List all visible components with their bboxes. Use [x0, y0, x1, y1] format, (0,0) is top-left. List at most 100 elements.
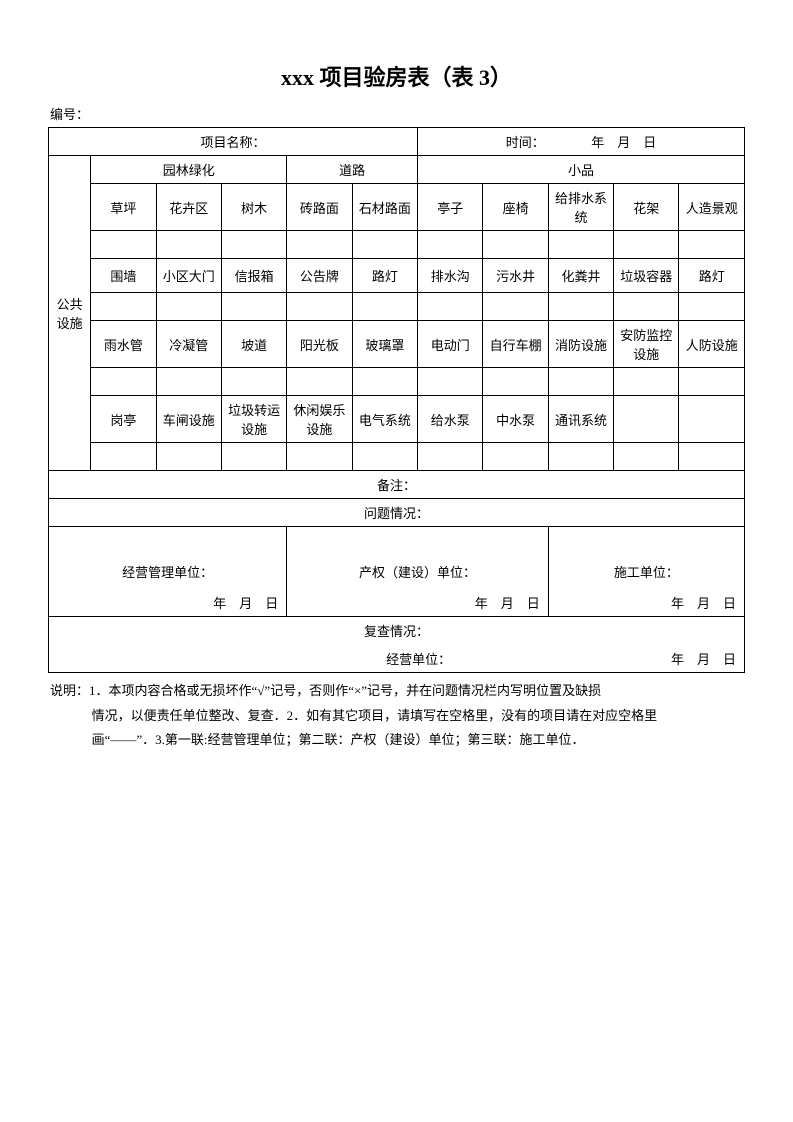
- group-ornaments: 小品: [418, 156, 745, 184]
- input-cell[interactable]: [221, 293, 286, 321]
- input-cell[interactable]: [287, 231, 352, 259]
- explanation-text: 说明：1．本项内容合格或无损坏作“√”记号，否则作“×”记号，并在问题情况栏内写…: [48, 679, 745, 753]
- table-cell: [614, 396, 679, 443]
- input-cell[interactable]: [352, 368, 417, 396]
- table-cell: 树木: [221, 184, 286, 231]
- input-cell[interactable]: [352, 293, 417, 321]
- input-cell[interactable]: [91, 293, 156, 321]
- reinspect-footer: 经营单位： 年 月 日: [49, 645, 745, 673]
- table-cell: 花架: [614, 184, 679, 231]
- input-cell[interactable]: [156, 293, 221, 321]
- input-cell[interactable]: [287, 368, 352, 396]
- table-cell: 亭子: [418, 184, 483, 231]
- input-cell[interactable]: [418, 293, 483, 321]
- table-cell: 给水泵: [418, 396, 483, 443]
- input-cell[interactable]: [156, 231, 221, 259]
- input-cell[interactable]: [156, 443, 221, 471]
- table-cell: 排水沟: [418, 259, 483, 293]
- signature-mgmt-label: 经营管理单位：: [122, 565, 213, 580]
- group-landscaping: 园林绿化: [91, 156, 287, 184]
- signature-owner-date: 年 月 日: [475, 593, 540, 612]
- input-cell[interactable]: [91, 231, 156, 259]
- reinspect-date: 年 月 日: [671, 649, 736, 668]
- table-cell: 车闸设施: [156, 396, 221, 443]
- input-cell[interactable]: [548, 443, 613, 471]
- table-cell: 给排水系统: [548, 184, 613, 231]
- input-cell[interactable]: [614, 231, 679, 259]
- time-value: 年 月 日: [591, 135, 656, 150]
- input-cell[interactable]: [679, 231, 745, 259]
- time-cell[interactable]: 时间： 年 月 日: [418, 128, 745, 156]
- input-cell[interactable]: [548, 293, 613, 321]
- page-title: xxx 项目验房表（表 3）: [48, 60, 745, 92]
- input-cell[interactable]: [679, 368, 745, 396]
- reinspect-label: 复查情况：: [364, 624, 429, 639]
- issues-label: 问题情况：: [364, 506, 429, 521]
- input-cell[interactable]: [418, 443, 483, 471]
- signature-owner[interactable]: 产权（建设）单位： 年 月 日: [287, 527, 549, 617]
- table-cell: 消防设施: [548, 321, 613, 368]
- input-cell[interactable]: [614, 293, 679, 321]
- reinspect-cell[interactable]: 复查情况：: [49, 617, 745, 645]
- signature-contractor[interactable]: 施工单位： 年 月 日: [548, 527, 744, 617]
- input-cell[interactable]: [679, 293, 745, 321]
- table-cell: 垃圾容器: [614, 259, 679, 293]
- table-cell: 路灯: [352, 259, 417, 293]
- input-cell[interactable]: [483, 293, 548, 321]
- table-cell: 休闲娱乐设施: [287, 396, 352, 443]
- table-cell: 人造景观: [679, 184, 745, 231]
- table-cell: 岗亭: [91, 396, 156, 443]
- table-cell: 石材路面: [352, 184, 417, 231]
- issues-cell[interactable]: 问题情况：: [49, 499, 745, 527]
- table-cell: 阳光板: [287, 321, 352, 368]
- input-cell[interactable]: [483, 368, 548, 396]
- explain-line3: 画“——”．3.第一联:经营管理单位；第二联：产权（建设）单位；第三联：施工单位…: [50, 728, 745, 753]
- inspection-table: 项目名称： 时间： 年 月 日 公共设施 园林绿化 道路 小品 草坪 花卉区 树…: [48, 127, 745, 673]
- input-cell[interactable]: [287, 443, 352, 471]
- explain-prefix: 说明：: [50, 683, 89, 698]
- time-label: 时间：: [506, 135, 545, 150]
- table-cell: 座椅: [483, 184, 548, 231]
- input-cell[interactable]: [221, 231, 286, 259]
- table-cell: [679, 396, 745, 443]
- table-cell: 污水井: [483, 259, 548, 293]
- table-cell: 砖路面: [287, 184, 352, 231]
- notes-cell[interactable]: 备注：: [49, 471, 745, 499]
- input-cell[interactable]: [548, 231, 613, 259]
- table-cell: 草坪: [91, 184, 156, 231]
- table-cell: 花卉区: [156, 184, 221, 231]
- group-road: 道路: [287, 156, 418, 184]
- input-cell[interactable]: [352, 443, 417, 471]
- notes-label: 备注：: [377, 478, 416, 493]
- input-cell[interactable]: [483, 443, 548, 471]
- table-cell: 中水泵: [483, 396, 548, 443]
- input-cell[interactable]: [418, 231, 483, 259]
- table-cell: 路灯: [679, 259, 745, 293]
- signature-owner-label: 产权（建设）单位：: [359, 565, 476, 580]
- input-cell[interactable]: [91, 443, 156, 471]
- table-cell: 冷凝管: [156, 321, 221, 368]
- input-cell[interactable]: [614, 368, 679, 396]
- input-cell[interactable]: [352, 231, 417, 259]
- table-cell: 雨水管: [91, 321, 156, 368]
- input-cell[interactable]: [221, 368, 286, 396]
- signature-management[interactable]: 经营管理单位： 年 月 日: [49, 527, 287, 617]
- table-cell: 自行车棚: [483, 321, 548, 368]
- input-cell[interactable]: [287, 293, 352, 321]
- table-cell: 围墙: [91, 259, 156, 293]
- input-cell[interactable]: [614, 443, 679, 471]
- project-name-cell[interactable]: 项目名称：: [49, 128, 418, 156]
- input-cell[interactable]: [483, 231, 548, 259]
- table-cell: 玻璃罩: [352, 321, 417, 368]
- signature-mgmt-date: 年 月 日: [213, 593, 278, 612]
- table-cell: 人防设施: [679, 321, 745, 368]
- input-cell[interactable]: [679, 443, 745, 471]
- reinspect-unit-label: 经营单位：: [386, 652, 451, 667]
- table-cell: 小区大门: [156, 259, 221, 293]
- input-cell[interactable]: [418, 368, 483, 396]
- input-cell[interactable]: [91, 368, 156, 396]
- input-cell[interactable]: [221, 443, 286, 471]
- input-cell[interactable]: [548, 368, 613, 396]
- input-cell[interactable]: [156, 368, 221, 396]
- serial-number-label: 编号：: [48, 104, 745, 123]
